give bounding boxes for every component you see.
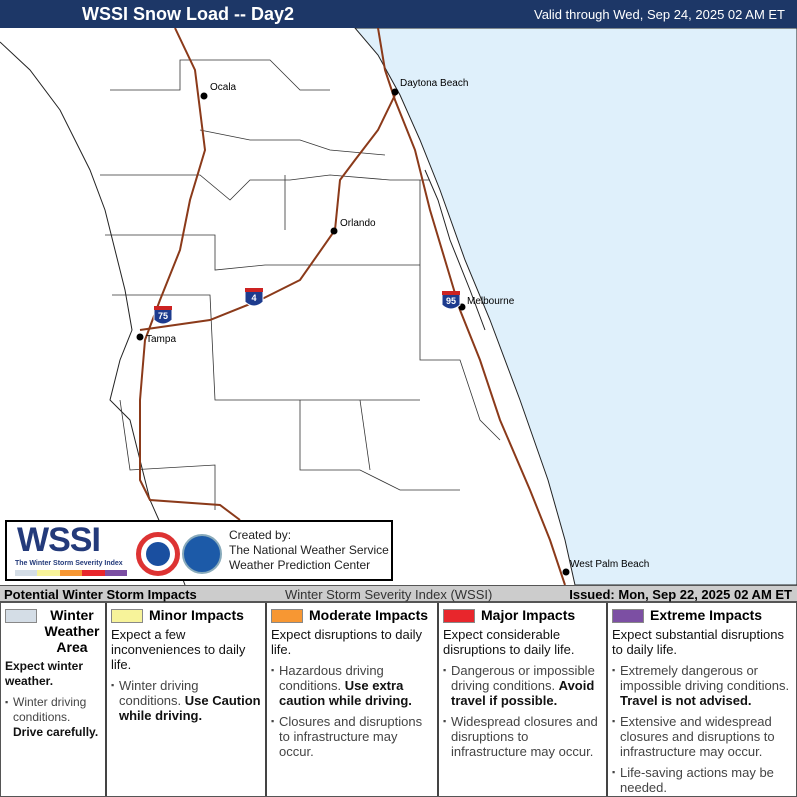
svg-text:95: 95 [446, 296, 456, 306]
severity-color-bar [15, 570, 128, 576]
nws-logo-icon [136, 532, 180, 576]
noaa-logo-icon [182, 534, 222, 574]
map-title: WSSI Snow Load -- Day2 [82, 4, 295, 24]
svg-text:Ocala: Ocala [210, 82, 237, 93]
map: Ocala Daytona Beach Orlando Tampa Melbou… [0, 28, 797, 585]
legend-moderate-impacts: Moderate Impacts Expect disruptions to d… [267, 603, 439, 796]
svg-text:Tampa: Tampa [146, 334, 176, 345]
credit-text: Created by: The National Weather Service W… [229, 528, 389, 572]
ocean [354, 28, 797, 585]
wssi-subtitle: The Winter Storm Severity Index [15, 560, 123, 567]
lagoon [424, 169, 486, 331]
legend-extreme-impacts: Extreme Impacts Expect substantial disru… [608, 603, 796, 796]
swatch [443, 609, 475, 623]
legend-header-bar: Potential Winter Storm Impacts Winter St… [0, 585, 797, 602]
city-orlando: Orlando [330, 218, 376, 235]
i4-shield: 4 [244, 288, 264, 307]
legend-winter-weather-area: Winter Weather Area Expect winter weathe… [1, 603, 107, 796]
city-daytona-beach: Daytona Beach [391, 78, 468, 96]
issued-time: Issued: Mon, Sep 22, 2025 02 AM ET [569, 587, 792, 602]
city-ocala: Ocala [200, 82, 237, 100]
svg-text:4: 4 [251, 293, 256, 303]
svg-text:Orlando: Orlando [340, 218, 376, 229]
i75-shield: 75 [153, 306, 173, 325]
wssi-logo-box: WSSI The Winter Storm Severity Index Cre… [5, 520, 393, 581]
svg-text:Melbourne: Melbourne [467, 296, 515, 307]
svg-text:75: 75 [158, 311, 168, 321]
valid-time: Valid through Wed, Sep 24, 2025 02 AM ET [533, 7, 785, 22]
swatch [111, 609, 143, 623]
product-name: Winter Storm Severity Index (WSSI) [285, 587, 493, 602]
city-west-palm-beach: West Palm Beach [562, 559, 649, 576]
i95-shield: 95 [441, 291, 461, 310]
swatch [5, 609, 37, 623]
interstate-shields: 75 4 95 [153, 288, 461, 325]
legend-minor-impacts: Minor Impacts Expect a few inconvenience… [107, 603, 267, 796]
legend-major-impacts: Major Impacts Expect considerable disrup… [439, 603, 608, 796]
county-lines [100, 59, 501, 510]
wssi-wordmark: WSSI [17, 521, 101, 559]
city-tampa: Tampa [136, 333, 176, 345]
cities: Ocala Daytona Beach Orlando Tampa Melbou… [136, 78, 649, 576]
svg-text:West Palm Beach: West Palm Beach [570, 559, 649, 570]
svg-text:Daytona Beach: Daytona Beach [400, 78, 468, 89]
impact-legend: Winter Weather Area Expect winter weathe… [0, 602, 797, 797]
legend-heading: Potential Winter Storm Impacts [4, 587, 197, 602]
swatch [612, 609, 644, 623]
swatch [271, 609, 303, 623]
west-coastline [0, 41, 186, 585]
title-bar: WSSI Snow Load -- Day2 Valid through Wed… [0, 0, 797, 28]
